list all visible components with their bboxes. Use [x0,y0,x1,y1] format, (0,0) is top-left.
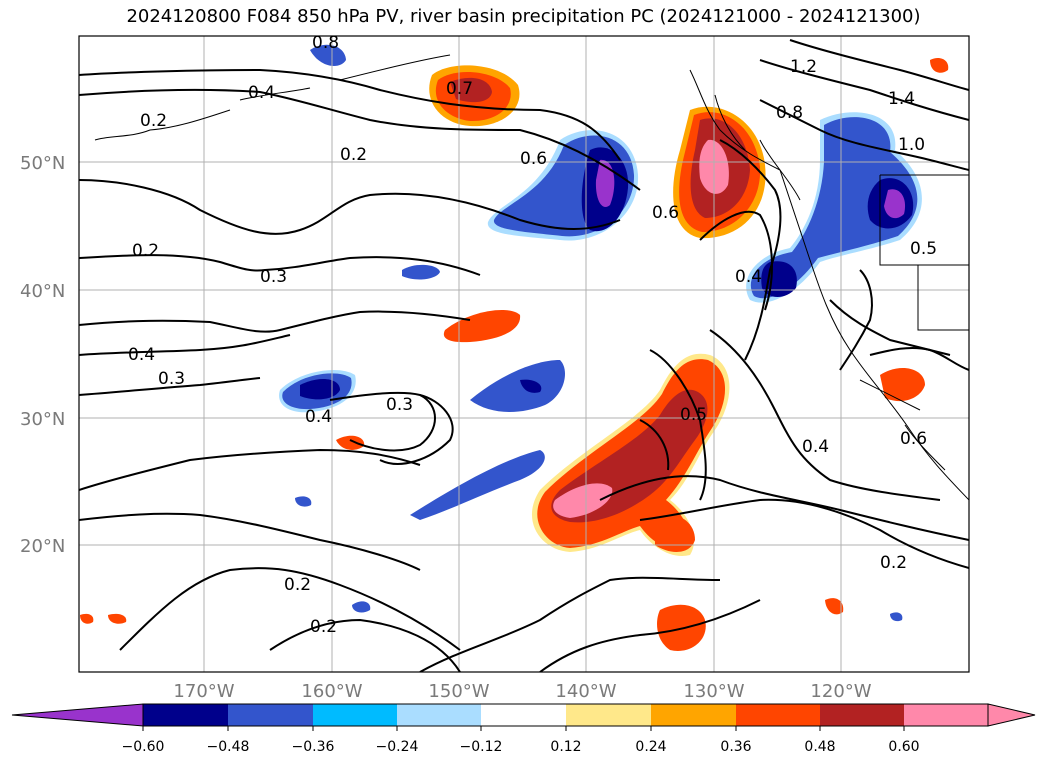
colorbar-bin [651,704,736,726]
colorbar-tick-label: −0.12 [460,739,503,755]
pv-contours [79,39,969,672]
lon-label-120w: 120°W [810,681,871,702]
colorbar-bin [228,704,313,726]
contour-label: 0.2 [140,111,167,131]
colorbar-bin [143,704,228,726]
lat-label-20n: 20°N [20,536,65,557]
colorbar-tick-label: 0.60 [888,739,919,755]
contour-label: 0.4 [735,267,762,287]
map-panel: 0.8 0.7 0.4 0.2 0.2 0.3 0.4 0.3 0.4 0.3 … [79,33,969,672]
colorbar-tick-label: 0.48 [804,739,835,755]
contour-labels: 0.8 0.7 0.4 0.2 0.2 0.3 0.4 0.3 0.4 0.3 … [128,33,937,637]
colorbar-bin [313,704,397,726]
colorbar-tick-label: −0.48 [207,739,250,755]
colorbar-bin [397,704,481,726]
colorbar-tick-label: 0.24 [635,739,666,755]
colorbar-tick-label: −0.60 [122,739,165,755]
contour-label: 1.0 [898,135,925,155]
colorbar-tick-label: 0.12 [550,739,581,755]
contour-label: 0.3 [260,267,287,287]
contour-label: 0.5 [680,405,707,425]
coastlines [94,54,969,501]
contour-label: 0.6 [520,149,547,169]
colorbar-bin [820,704,904,726]
lon-label-140w: 140°W [555,681,616,702]
contour-label: 0.4 [248,83,275,103]
contour-label: 0.3 [386,395,413,415]
lon-label-170w: 170°W [173,681,234,702]
contour-label: 0.8 [312,33,339,53]
contour-label: 0.6 [652,203,679,223]
colorbar-bin [904,704,988,726]
map-title: 2024120800 F084 850 hPa PV, river basin … [126,6,921,27]
colorbar-extend-high [987,703,1036,727]
graticule [79,36,969,672]
contour-label: 0.8 [776,103,803,123]
colorbar-ticks [142,726,905,731]
lat-label-30n: 30°N [20,409,65,430]
contour-label: 0.2 [284,575,311,595]
colorbar-tick-label: 0.36 [720,739,751,755]
colorbar-bin [481,704,566,726]
contour-label: 1.2 [790,57,817,77]
lon-label-130w: 130°W [683,681,744,702]
contour-label: 0.2 [310,617,337,637]
colorbar-tick-label: −0.24 [376,739,419,755]
contour-label: 0.3 [158,369,185,389]
map-frame [78,35,970,673]
contour-label: 0.4 [802,437,829,457]
lon-label-160w: 160°W [301,681,362,702]
lat-labels: 50°N 40°N 30°N 20°N [20,153,65,557]
lat-label-50n: 50°N [20,153,65,174]
lat-label-40n: 40°N [20,281,65,302]
contour-label: 0.2 [132,241,159,261]
colorbar-tick-label: −0.36 [292,739,335,755]
contour-label: 0.5 [910,239,937,259]
lon-labels: 170°W 160°W 150°W 140°W 130°W 120°W [173,681,871,702]
contour-label: 0.4 [305,407,332,427]
contour-label: 0.7 [446,79,473,99]
lon-label-150w: 150°W [428,681,489,702]
colorbar-bin [566,704,651,726]
contour-label: 0.6 [900,429,927,449]
colorbar-bin [736,704,820,726]
contour-label: 1.4 [888,89,915,109]
contour-label: 0.2 [340,145,367,165]
contour-label: 0.2 [880,553,907,573]
contour-label: 0.4 [128,345,155,365]
colorbar-extend-low [11,703,144,727]
colorbar: −0.60 −0.48 −0.36 −0.24 −0.12 0.12 0.24 … [11,703,1036,755]
